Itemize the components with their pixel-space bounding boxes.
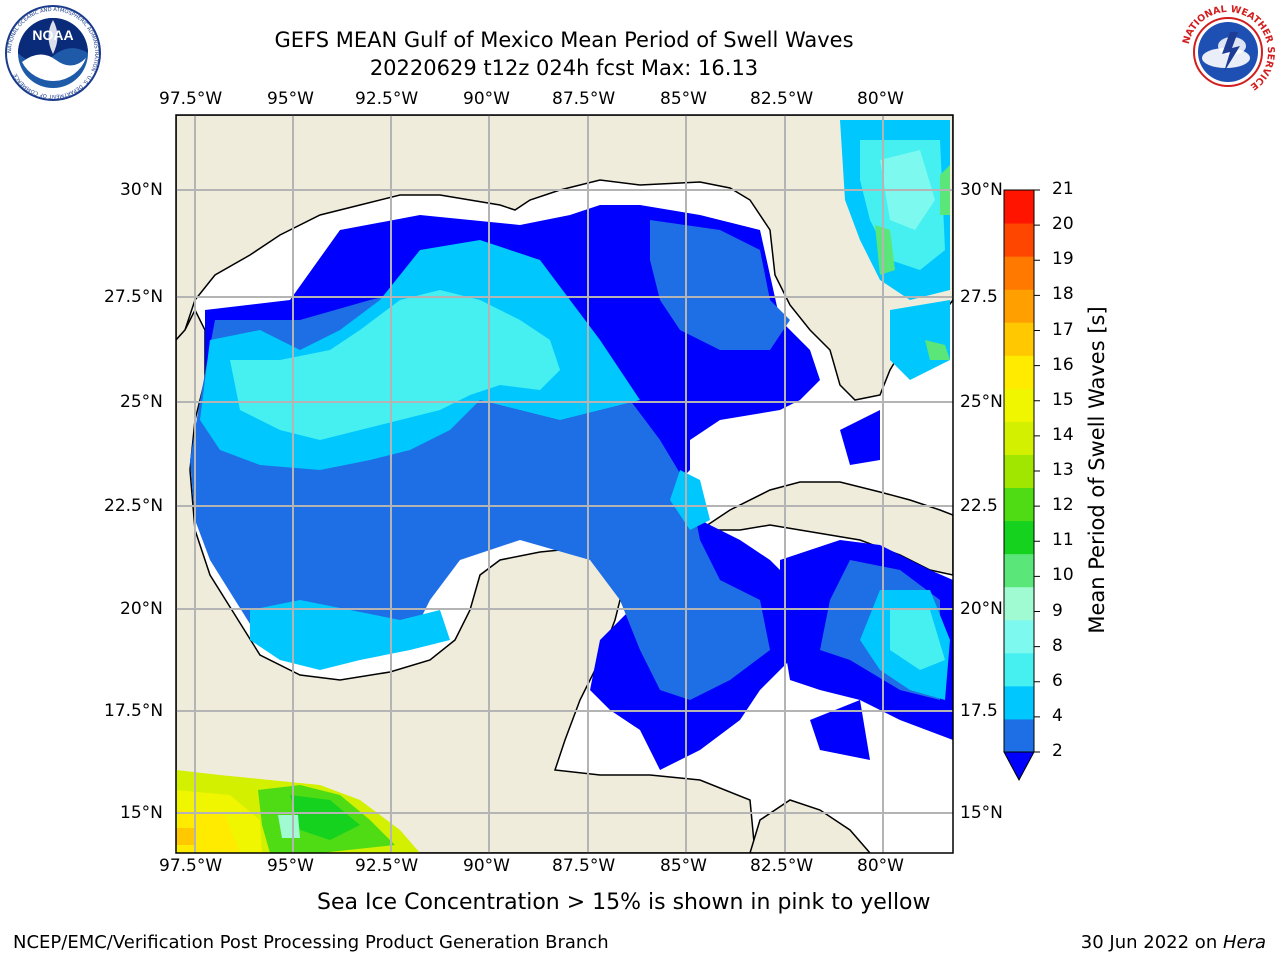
colorbar-tick-label: 19 xyxy=(1052,249,1074,270)
lon-label: 80°W xyxy=(857,89,904,109)
footer-credit: NCEP/EMC/Verification Post Processing Pr… xyxy=(13,932,609,953)
lat-label: 25°N xyxy=(960,392,1003,412)
lon-label: 97.5°W xyxy=(159,856,223,876)
colorbar-segment xyxy=(1004,487,1034,522)
colorbar-under-arrow xyxy=(1003,751,1035,782)
lat-label: 17.5 xyxy=(960,701,998,721)
lon-label: 82.5°W xyxy=(750,856,814,876)
colorbar-segment xyxy=(1004,520,1034,555)
footer-date: 30 Jun 2022 on Hera xyxy=(1081,932,1266,953)
lon-label: 90°W xyxy=(463,89,510,109)
lon-label: 85°W xyxy=(660,89,707,109)
colorbar-segment xyxy=(1004,586,1034,621)
colorbar-segment xyxy=(1004,289,1034,323)
colorbar-tick-label: 18 xyxy=(1052,284,1074,305)
colorbar-tick-label: 12 xyxy=(1052,495,1074,516)
lon-label: 92.5°W xyxy=(355,89,419,109)
lat-label: 22.5°N xyxy=(104,496,164,516)
lat-label: 25°N xyxy=(120,392,163,412)
swell-field xyxy=(176,120,953,853)
colorbar-segment xyxy=(1004,553,1034,588)
lon-label: 92.5°W xyxy=(355,856,419,876)
colorbar-tick-label: 14 xyxy=(1052,424,1074,445)
colorbar-tick-label: 21 xyxy=(1052,179,1074,199)
map-frame xyxy=(175,114,954,854)
footer-host: Hera xyxy=(1222,932,1266,953)
lat-label: 30°N xyxy=(960,180,1003,200)
colorbar-tick-label: 16 xyxy=(1052,354,1074,375)
chart-title: GEFS MEAN Gulf of Mexico Mean Period of … xyxy=(274,28,854,52)
lon-label: 97.5°W xyxy=(159,89,223,109)
colorbar-segment xyxy=(1004,652,1034,687)
lon-label: 85°W xyxy=(660,856,707,876)
lat-label: 17.5°N xyxy=(104,701,164,721)
colorbar-segment xyxy=(1004,256,1034,290)
lon-label: 80°W xyxy=(857,856,904,876)
colorbar-tick-label: 13 xyxy=(1052,460,1074,480)
lon-label: 95°W xyxy=(267,89,314,109)
lat-label: 27.5 xyxy=(960,287,998,307)
footer-date-text: 30 Jun 2022 on xyxy=(1080,932,1223,953)
colorbar-tick-label: 15 xyxy=(1052,389,1074,410)
colorbar-segment xyxy=(1004,322,1034,356)
lat-label: 15°N xyxy=(960,803,1003,823)
lat-label: 15°N xyxy=(120,803,163,823)
chart-subtitle: 20220629 t12z 024h fcst Max: 16.13 xyxy=(369,56,759,80)
noaa-logo-text: NOAA xyxy=(32,27,73,43)
lon-label: 87.5°W xyxy=(552,856,616,876)
colorbar-tick-label: 17 xyxy=(1052,319,1074,340)
colorbar-segment xyxy=(1004,454,1034,489)
colorbar-tick-label: 2 xyxy=(1052,741,1063,761)
colorbar-tick-label: 11 xyxy=(1052,530,1074,551)
noaa-logo: NOAA NATIONAL OCEANIC AND ATMOSPHERIC AD… xyxy=(4,4,102,102)
sea-ice-caption: Sea Ice Concentration > 15% is shown in … xyxy=(317,890,931,915)
colorbar-segment xyxy=(1004,619,1034,654)
colorbar-tick-label: 6 xyxy=(1052,670,1063,691)
colorbar-segment xyxy=(1004,355,1034,389)
nws-logo: NATIONAL WEATHER SERVICE xyxy=(1178,2,1278,102)
colorbar-tick-label: 20 xyxy=(1052,214,1074,235)
colorbar-tick-label: 10 xyxy=(1052,565,1074,586)
colorbar-segment xyxy=(1004,223,1034,257)
colorbar xyxy=(1003,189,1040,782)
colorbar-tick-label: 8 xyxy=(1052,635,1063,656)
colorbar-segment xyxy=(1004,685,1034,720)
lat-label: 22.5 xyxy=(960,496,998,516)
lon-label: 95°W xyxy=(267,856,314,876)
gridlines xyxy=(176,115,953,853)
map-area xyxy=(176,115,953,853)
lat-label: 20°N xyxy=(120,599,163,619)
lat-label: 27.5°N xyxy=(104,287,164,307)
lon-label: 82.5°W xyxy=(750,89,814,109)
colorbar-label: Mean Period of Swell Waves [s] xyxy=(1085,306,1109,634)
colorbar-segment xyxy=(1004,421,1034,455)
colorbar-segment xyxy=(1004,718,1034,753)
colorbar-tick-label: 9 xyxy=(1052,600,1063,621)
colorbar-segment xyxy=(1004,190,1034,224)
colorbar-segment xyxy=(1004,388,1034,422)
lon-label: 90°W xyxy=(463,856,510,876)
lat-label: 30°N xyxy=(120,180,163,200)
colorbar-tick-label: 4 xyxy=(1052,705,1063,726)
lat-label: 20°N xyxy=(960,599,1003,619)
lon-label: 87.5°W xyxy=(552,89,616,109)
